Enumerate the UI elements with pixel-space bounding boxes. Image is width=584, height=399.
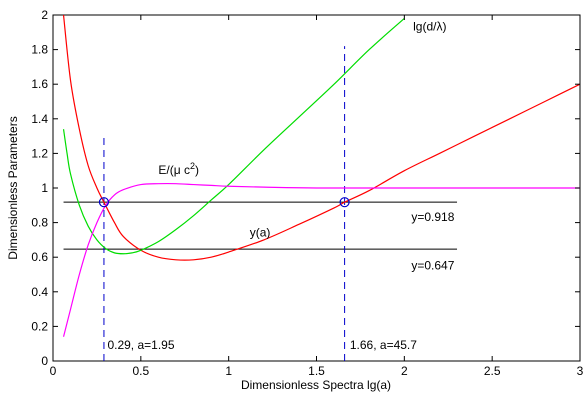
y-tick-label: 1.2 [31, 146, 48, 160]
annotation-label: 0.29, a=1.95 [107, 338, 174, 352]
y-tick-label: 1.8 [31, 43, 48, 57]
x-tick-label: 2 [401, 364, 408, 378]
series-line-e-c [62, 182, 580, 337]
y-tick-label: 2 [41, 8, 48, 22]
annotation-label: y=0.647 [411, 258, 454, 272]
x-tick-label: 3 [577, 364, 584, 378]
series-layer [62, 15, 580, 337]
x-tick-label: 1 [225, 364, 232, 378]
y-axis-label: Dimensionless Parameters [6, 116, 20, 259]
intersection-marker [98, 197, 110, 208]
y-tick-label: 0.8 [31, 216, 48, 230]
series-line-lg-d [62, 18, 405, 255]
annotation-label: y=0.918 [411, 210, 454, 224]
annotation-label: y(a) [250, 225, 271, 239]
annotation-label: E/(μ c2) [158, 161, 199, 177]
y-tick-label: 0 [41, 354, 48, 368]
x-tick-label: 0 [50, 364, 57, 378]
y-tick-label: 0.2 [31, 319, 48, 333]
x-tick-label: 2.5 [484, 364, 501, 378]
series-line-y-a [62, 15, 580, 261]
y-tick-label: 1 [41, 181, 48, 195]
annotation-label: lg(d/λ) [413, 20, 446, 34]
x-tick-label: 1.5 [308, 364, 325, 378]
x-tick-label: 0.5 [132, 364, 149, 378]
y-tick-label: 0.6 [31, 250, 48, 264]
x-axis-label: Dimensionless Spectra lg(a) [241, 378, 391, 392]
y-tick-label: 0.4 [31, 285, 48, 299]
ticks-layer: 0 0.5 1 1.5 2 2.5 3 0 0.2 0.4 0.6 0.8 1 1.2 1.4 1.6 1.8 2 [31, 8, 583, 378]
y-tick-label: 1.4 [31, 112, 48, 126]
marker-layer [98, 197, 350, 208]
y-tick-label: 1.6 [31, 77, 48, 91]
reference-lines [63, 46, 458, 361]
intersection-marker [339, 197, 350, 208]
annotation-label: 1.66, a=45.7 [350, 338, 417, 352]
annotation-layer: lg(d/λ) E/(μ c2) y(a) y=0.918 y=0.647 0.29, a… [107, 20, 454, 352]
